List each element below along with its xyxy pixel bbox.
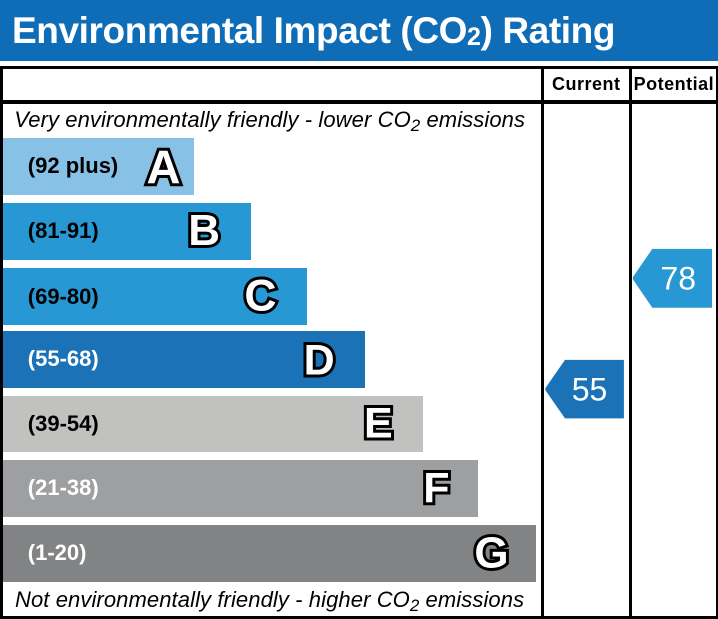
svg-text:D: D: [304, 337, 335, 385]
svg-text:A: A: [147, 140, 181, 193]
svg-text:78: 78: [661, 260, 697, 296]
svg-text:55: 55: [572, 372, 608, 408]
svg-text:G: G: [474, 529, 508, 578]
svg-text:B: B: [188, 206, 220, 255]
svg-text:E: E: [364, 400, 393, 448]
svg-text:C: C: [244, 272, 276, 321]
svg-text:F: F: [423, 465, 449, 513]
